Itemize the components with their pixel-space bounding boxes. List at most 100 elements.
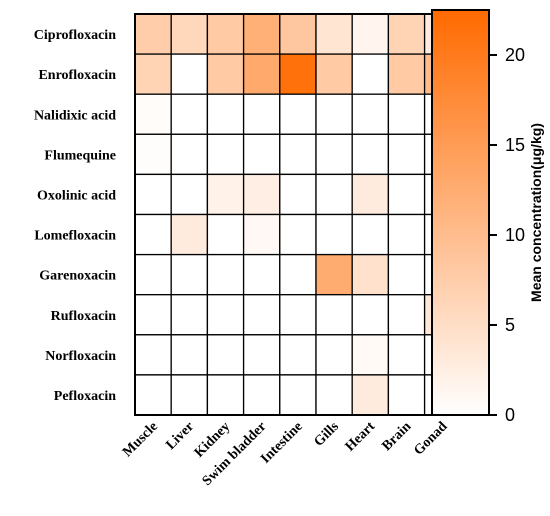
heatmap-cell-garenoxacin-gills — [315, 253, 353, 296]
heatmap-cell-lomefloxacin-muscle — [134, 213, 172, 256]
heatmap-cell-ciprofloxacin-liver — [170, 13, 209, 55]
colorbar — [431, 9, 490, 416]
heatmap-cell-oxolinic-acid-liver — [170, 173, 209, 216]
heatmap-cells — [134, 13, 462, 416]
heatmap-cell-norfloxacin-swim-bladder — [242, 334, 281, 376]
heatmap-cell-pefloxacin-muscle — [134, 374, 172, 416]
heatmap-cell-rufloxacin-liver — [170, 294, 209, 336]
heatmap-cell-pefloxacin-swim-bladder — [242, 374, 281, 416]
column-label-muscle: Muscle — [120, 419, 161, 460]
heatmap-cell-flumequine-kidney — [206, 133, 245, 176]
heatmap-cell-pefloxacin-intestine — [279, 374, 317, 416]
row-label-norfloxacin: Norfloxacin — [45, 349, 116, 364]
column-label-gills: Gills — [312, 419, 343, 450]
row-label-garenoxacin: Garenoxacin — [39, 269, 116, 284]
heatmap-cell-oxolinic-acid-muscle — [134, 173, 172, 216]
heatmap-cell-norfloxacin-heart — [351, 334, 390, 376]
heatmap-cell-flumequine-muscle — [134, 133, 172, 176]
heatmap-cell-rufloxacin-gills — [315, 294, 353, 336]
heatmap-cell-ciprofloxacin-brain — [387, 13, 426, 55]
heatmap-cell-ciprofloxacin-kidney — [206, 13, 245, 55]
heatmap-cell-lomefloxacin-kidney — [206, 213, 245, 256]
heatmap-cell-flumequine-liver — [170, 133, 209, 176]
heatmap-cell-lomefloxacin-heart — [351, 213, 390, 256]
heatmap-cell-ciprofloxacin-gills — [315, 13, 353, 55]
row-label-ciprofloxacin: Ciprofloxacin — [34, 28, 116, 43]
row-label-nalidixic-acid: Nalidixic acid — [34, 108, 116, 123]
colorbar-ticks: 0 5 10 15 20 — [489, 45, 525, 425]
heatmap-cell-norfloxacin-muscle — [134, 334, 172, 376]
heatmap-cell-lomefloxacin-gills — [315, 213, 353, 256]
heatmap-cell-garenoxacin-brain — [387, 253, 426, 296]
row-labels: Ciprofloxacin Enrofloxacin Nalidixic acid F… — [34, 28, 116, 404]
heatmap-cell-enrofloxacin-heart — [351, 53, 390, 95]
heatmap-cell-nalidixic-acid-brain — [387, 93, 426, 135]
heatmap-cell-lomefloxacin-intestine — [279, 213, 317, 256]
column-label-gonad: Gonad — [411, 419, 450, 458]
row-label-oxolinic-acid: Oxolinic acid — [37, 188, 116, 203]
heatmap-cell-pefloxacin-kidney — [206, 374, 245, 416]
heatmap-cell-nalidixic-acid-heart — [351, 93, 390, 135]
colorbar-title: Mean concentration(μg/kg) — [528, 123, 544, 302]
heatmap-cell-nalidixic-acid-kidney — [206, 93, 245, 135]
heatmap-cell-ciprofloxacin-swim-bladder — [242, 13, 281, 55]
heatmap-cell-rufloxacin-muscle — [134, 294, 172, 336]
heatmap-cell-flumequine-gills — [315, 133, 353, 176]
colorbar-tick-label-0: 0 — [505, 405, 515, 425]
heatmap-cell-pefloxacin-gills — [315, 374, 353, 416]
heatmap-cell-oxolinic-acid-heart — [351, 173, 390, 216]
colorbar-tick-label-5: 5 — [505, 315, 515, 335]
heatmap-cell-enrofloxacin-kidney — [206, 53, 245, 95]
heatmap-cell-pefloxacin-liver — [170, 374, 209, 416]
heatmap-cell-norfloxacin-brain — [387, 334, 426, 376]
colorbar-tick-label-15: 15 — [505, 135, 525, 155]
heatmap-cell-flumequine-intestine — [279, 133, 317, 176]
heatmap-cell-lomefloxacin-brain — [387, 213, 426, 256]
heatmap-cell-oxolinic-acid-gills — [315, 173, 353, 216]
heatmap-cell-garenoxacin-muscle — [134, 253, 172, 296]
heatmap-cell-rufloxacin-kidney — [206, 294, 245, 336]
heatmap-cell-nalidixic-acid-liver — [170, 93, 209, 135]
heatmap-cell-rufloxacin-brain — [387, 294, 426, 336]
heatmap-cell-norfloxacin-liver — [170, 334, 209, 376]
heatmap-cell-nalidixic-acid-gills — [315, 93, 353, 135]
heatmap-cell-garenoxacin-kidney — [206, 253, 245, 296]
column-label-brain: Brain — [380, 419, 415, 454]
heatmap-cell-nalidixic-acid-muscle — [134, 93, 172, 135]
heatmap-cell-norfloxacin-kidney — [206, 334, 245, 376]
heatmap-cell-garenoxacin-liver — [170, 253, 209, 296]
heatmap-cell-enrofloxacin-brain — [387, 53, 426, 95]
heatmap-cell-oxolinic-acid-intestine — [279, 173, 317, 216]
heatmap-cell-enrofloxacin-gills — [315, 53, 353, 95]
heatmap-cell-enrofloxacin-intestine — [279, 53, 317, 95]
heatmap-cell-norfloxacin-gills — [315, 334, 353, 376]
heatmap-cell-garenoxacin-intestine — [279, 253, 317, 296]
heatmap-cell-nalidixic-acid-intestine — [279, 93, 317, 135]
heatmap-cell-lomefloxacin-liver — [170, 213, 209, 256]
heatmap-cell-pefloxacin-heart — [351, 374, 390, 416]
heatmap-cell-flumequine-swim-bladder — [242, 133, 281, 176]
heatmap-cell-enrofloxacin-muscle — [134, 53, 172, 95]
column-label-liver: Liver — [163, 419, 197, 453]
heatmap-cell-garenoxacin-heart — [351, 253, 390, 296]
heatmap-cell-ciprofloxacin-heart — [351, 13, 390, 55]
colorbar-tick-label-10: 10 — [505, 225, 525, 245]
heatmap-cell-oxolinic-acid-brain — [387, 173, 426, 216]
heatmap-cell-ciprofloxacin-intestine — [279, 13, 317, 55]
heatmap-cell-rufloxacin-heart — [351, 294, 390, 336]
heatmap-cell-rufloxacin-swim-bladder — [242, 294, 281, 336]
heatmap-cell-flumequine-heart — [351, 133, 390, 176]
heatmap-cell-norfloxacin-intestine — [279, 334, 317, 376]
heatmap-cell-oxolinic-acid-swim-bladder — [242, 173, 281, 216]
row-label-lomefloxacin: Lomefloxacin — [34, 229, 116, 244]
heatmap-cell-enrofloxacin-liver — [170, 53, 209, 95]
heatmap-cell-garenoxacin-swim-bladder — [242, 253, 281, 296]
column-label-heart: Heart — [343, 419, 379, 455]
heatmap-cell-pefloxacin-brain — [387, 374, 426, 416]
heatmap-cell-enrofloxacin-swim-bladder — [242, 53, 281, 95]
heatmap-cell-nalidixic-acid-swim-bladder — [242, 93, 281, 135]
row-label-enrofloxacin: Enrofloxacin — [38, 68, 116, 83]
row-label-pefloxacin: Pefloxacin — [54, 389, 116, 404]
heatmap-cell-ciprofloxacin-muscle — [134, 13, 172, 55]
